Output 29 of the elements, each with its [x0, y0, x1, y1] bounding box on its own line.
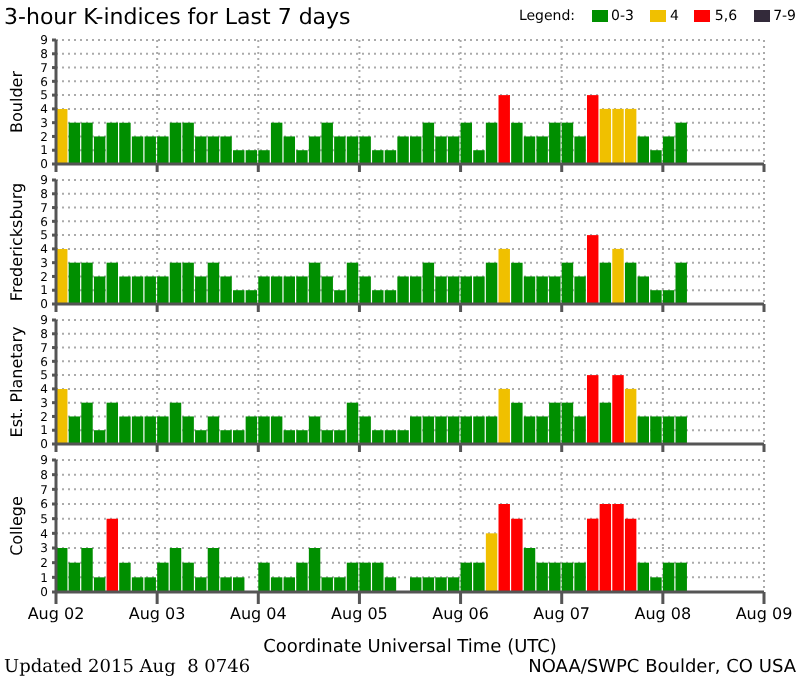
bar [485, 533, 498, 592]
x-tick-label: Aug 04 [229, 605, 287, 624]
x-tick-label: Aug 03 [128, 605, 186, 624]
text: Updated 2015 Aug 8 0746 [4, 658, 251, 678]
y-axis-title: Est. Planetary [7, 326, 26, 438]
x-tick-label: Aug 09 [735, 605, 793, 624]
x-axis-title: Coordinate Universal Time (UTC) [263, 638, 557, 658]
bar [612, 248, 624, 304]
x-tick-label: Aug 08 [634, 605, 692, 624]
x-tick-label: Aug 05 [331, 605, 388, 624]
bar [587, 95, 599, 164]
bar [587, 375, 599, 444]
bar [498, 248, 510, 304]
x-tick-label: Aug 06 [432, 605, 489, 624]
chart-title: 3-hour K-indices for Last 7 days [4, 3, 351, 29]
y-axis-title: Boulder [7, 69, 26, 133]
bar [599, 262, 612, 304]
bar [498, 95, 510, 164]
bar [624, 388, 637, 444]
y-axis-title: Fredericksburg [7, 182, 26, 302]
x-tick-label: Aug 02 [27, 605, 85, 624]
bar [599, 402, 612, 444]
bar [612, 375, 624, 444]
bar [587, 235, 599, 304]
bar [106, 518, 119, 592]
bar [498, 388, 510, 444]
text: NOAA/SWPC Boulder, CO USA [528, 658, 796, 678]
x-tick-label: Aug 07 [533, 605, 591, 624]
y-axis-title: College [7, 496, 26, 556]
